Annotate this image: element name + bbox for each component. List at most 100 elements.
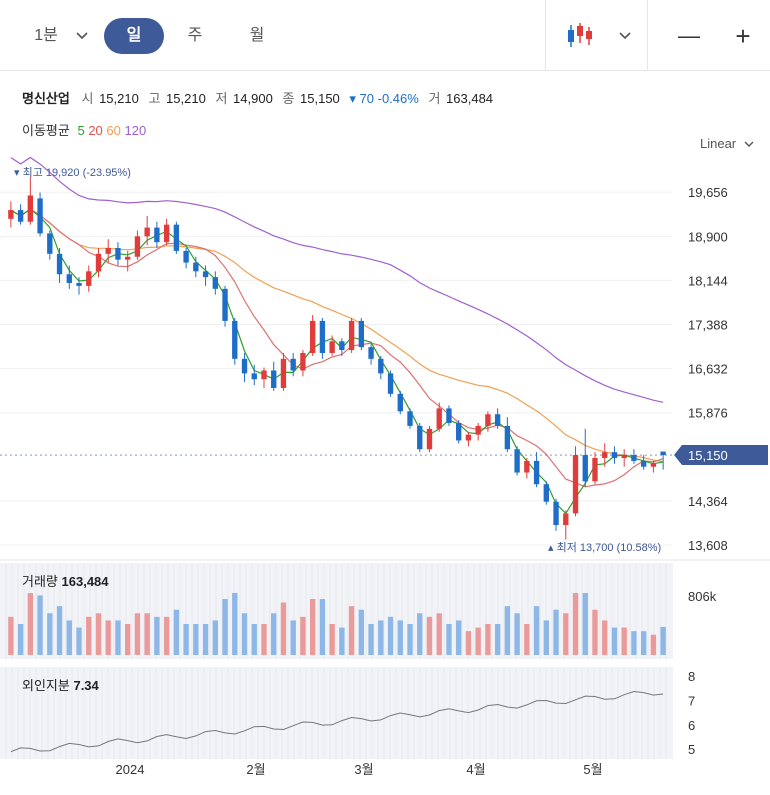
high-value: 15,210 [166, 91, 206, 106]
ma-5: 5 [77, 123, 85, 138]
interval-select[interactable]: 1분 [34, 27, 58, 44]
volume-bar [475, 627, 481, 655]
ma120-line [10, 156, 664, 403]
volume-bar [602, 620, 608, 655]
volume-bar [553, 609, 559, 655]
ma5-line [10, 208, 664, 515]
volume-bar [232, 593, 238, 655]
volume-bar [300, 616, 306, 655]
volume-bar [17, 624, 24, 655]
volume-bar [280, 602, 287, 655]
volume-bar [115, 620, 121, 655]
volume-bar [8, 616, 14, 655]
volume-bar [358, 609, 365, 655]
volume-bar [524, 624, 530, 655]
candle-body [290, 358, 296, 371]
volume-bar [368, 624, 374, 655]
volume-bar [193, 624, 199, 655]
volume-bar [543, 620, 549, 655]
volume-bar [456, 620, 462, 655]
candle-body [163, 224, 170, 243]
tab-month[interactable]: 월 [249, 27, 265, 44]
candle-body [514, 449, 520, 473]
candle-body [212, 277, 218, 289]
tab-week[interactable]: 주 [187, 27, 203, 44]
volume-bar [56, 606, 63, 655]
candle-body [241, 358, 248, 374]
candle-body [271, 370, 277, 388]
candle-body [76, 282, 82, 286]
volume-bar [339, 627, 345, 655]
candle-body [319, 320, 326, 353]
volume-bar [86, 616, 92, 655]
candle-body [378, 358, 384, 374]
candle-body [86, 271, 92, 286]
volume-bar [125, 624, 131, 655]
volume-bar [37, 595, 43, 655]
x-axis-label: 2월 [246, 762, 265, 777]
volume-bar [134, 613, 141, 655]
volume-bar [563, 613, 569, 655]
current-price-tag [674, 445, 768, 466]
volume-bar [348, 606, 355, 655]
candle-body [650, 463, 657, 467]
price-tick-label: 18,900 [688, 229, 728, 244]
volume-bar [494, 624, 501, 655]
chevron-down-icon[interactable] [615, 18, 635, 54]
price-tick-label: 14,364 [688, 494, 728, 509]
moving-average-legend: 이동평균 5 20 60 120 [22, 120, 146, 139]
volume-title: 거래량 163,484 [22, 574, 109, 589]
volume-bar [95, 613, 102, 655]
candle-body [533, 460, 540, 485]
zoom-out-button[interactable]: — [678, 23, 700, 48]
volume-bar [592, 609, 598, 655]
tab-day[interactable]: 일 [104, 18, 164, 54]
x-axis-label: 5월 [583, 762, 602, 777]
price-info-line: 명신산업 시 15,210 고 15,210 저 14,900 종 15,150… [22, 88, 495, 107]
volume-bar [621, 627, 627, 655]
current-price-label: 15,150 [688, 448, 728, 463]
low-label: 저 [215, 91, 228, 106]
candle-body [368, 347, 374, 359]
candle-body [144, 227, 150, 237]
candle-body [134, 236, 141, 257]
x-axis-label: 2024 [116, 762, 145, 777]
volume-bar [582, 593, 588, 655]
price-tick-label: 18,144 [688, 273, 728, 288]
candle-body [222, 288, 228, 321]
volume-bar [241, 613, 248, 655]
ma-120: 120 [124, 123, 147, 138]
candle-body [17, 210, 24, 222]
candle-body [339, 341, 345, 351]
candle-body [358, 320, 365, 348]
candle-body [300, 352, 306, 371]
volume-bar [640, 631, 647, 655]
zoom-in-button[interactable]: + [735, 21, 751, 51]
candle-body [95, 253, 102, 272]
candle-body [348, 320, 355, 351]
foreign-tick-label: 5 [688, 742, 695, 757]
volume-value: 163,484 [446, 91, 494, 106]
volume-bar [154, 616, 160, 655]
candle-body [446, 408, 452, 423]
ma-60: 60 [106, 123, 121, 138]
scale-select[interactable]: Linear [700, 136, 754, 151]
candlestick-icon[interactable] [562, 18, 598, 54]
close-label: 종 [282, 91, 295, 106]
volume-bar [436, 613, 442, 655]
close-value: 15,150 [300, 91, 340, 106]
price-tick-label: 19,656 [688, 185, 728, 200]
x-axis-label: 4월 [466, 762, 485, 777]
chevron-down-icon[interactable] [72, 18, 92, 54]
candle-body [105, 247, 111, 254]
volume-bar [572, 593, 579, 655]
volume-bar [378, 620, 384, 655]
candle-body [329, 341, 335, 353]
volume-bar [251, 624, 257, 655]
volume-bar [183, 624, 189, 655]
low-marker: ▴ 최저 13,700 (10.58%) [548, 541, 661, 554]
candle-body [115, 247, 121, 260]
candle-body [465, 434, 472, 441]
volume-label: 거 [428, 91, 441, 106]
